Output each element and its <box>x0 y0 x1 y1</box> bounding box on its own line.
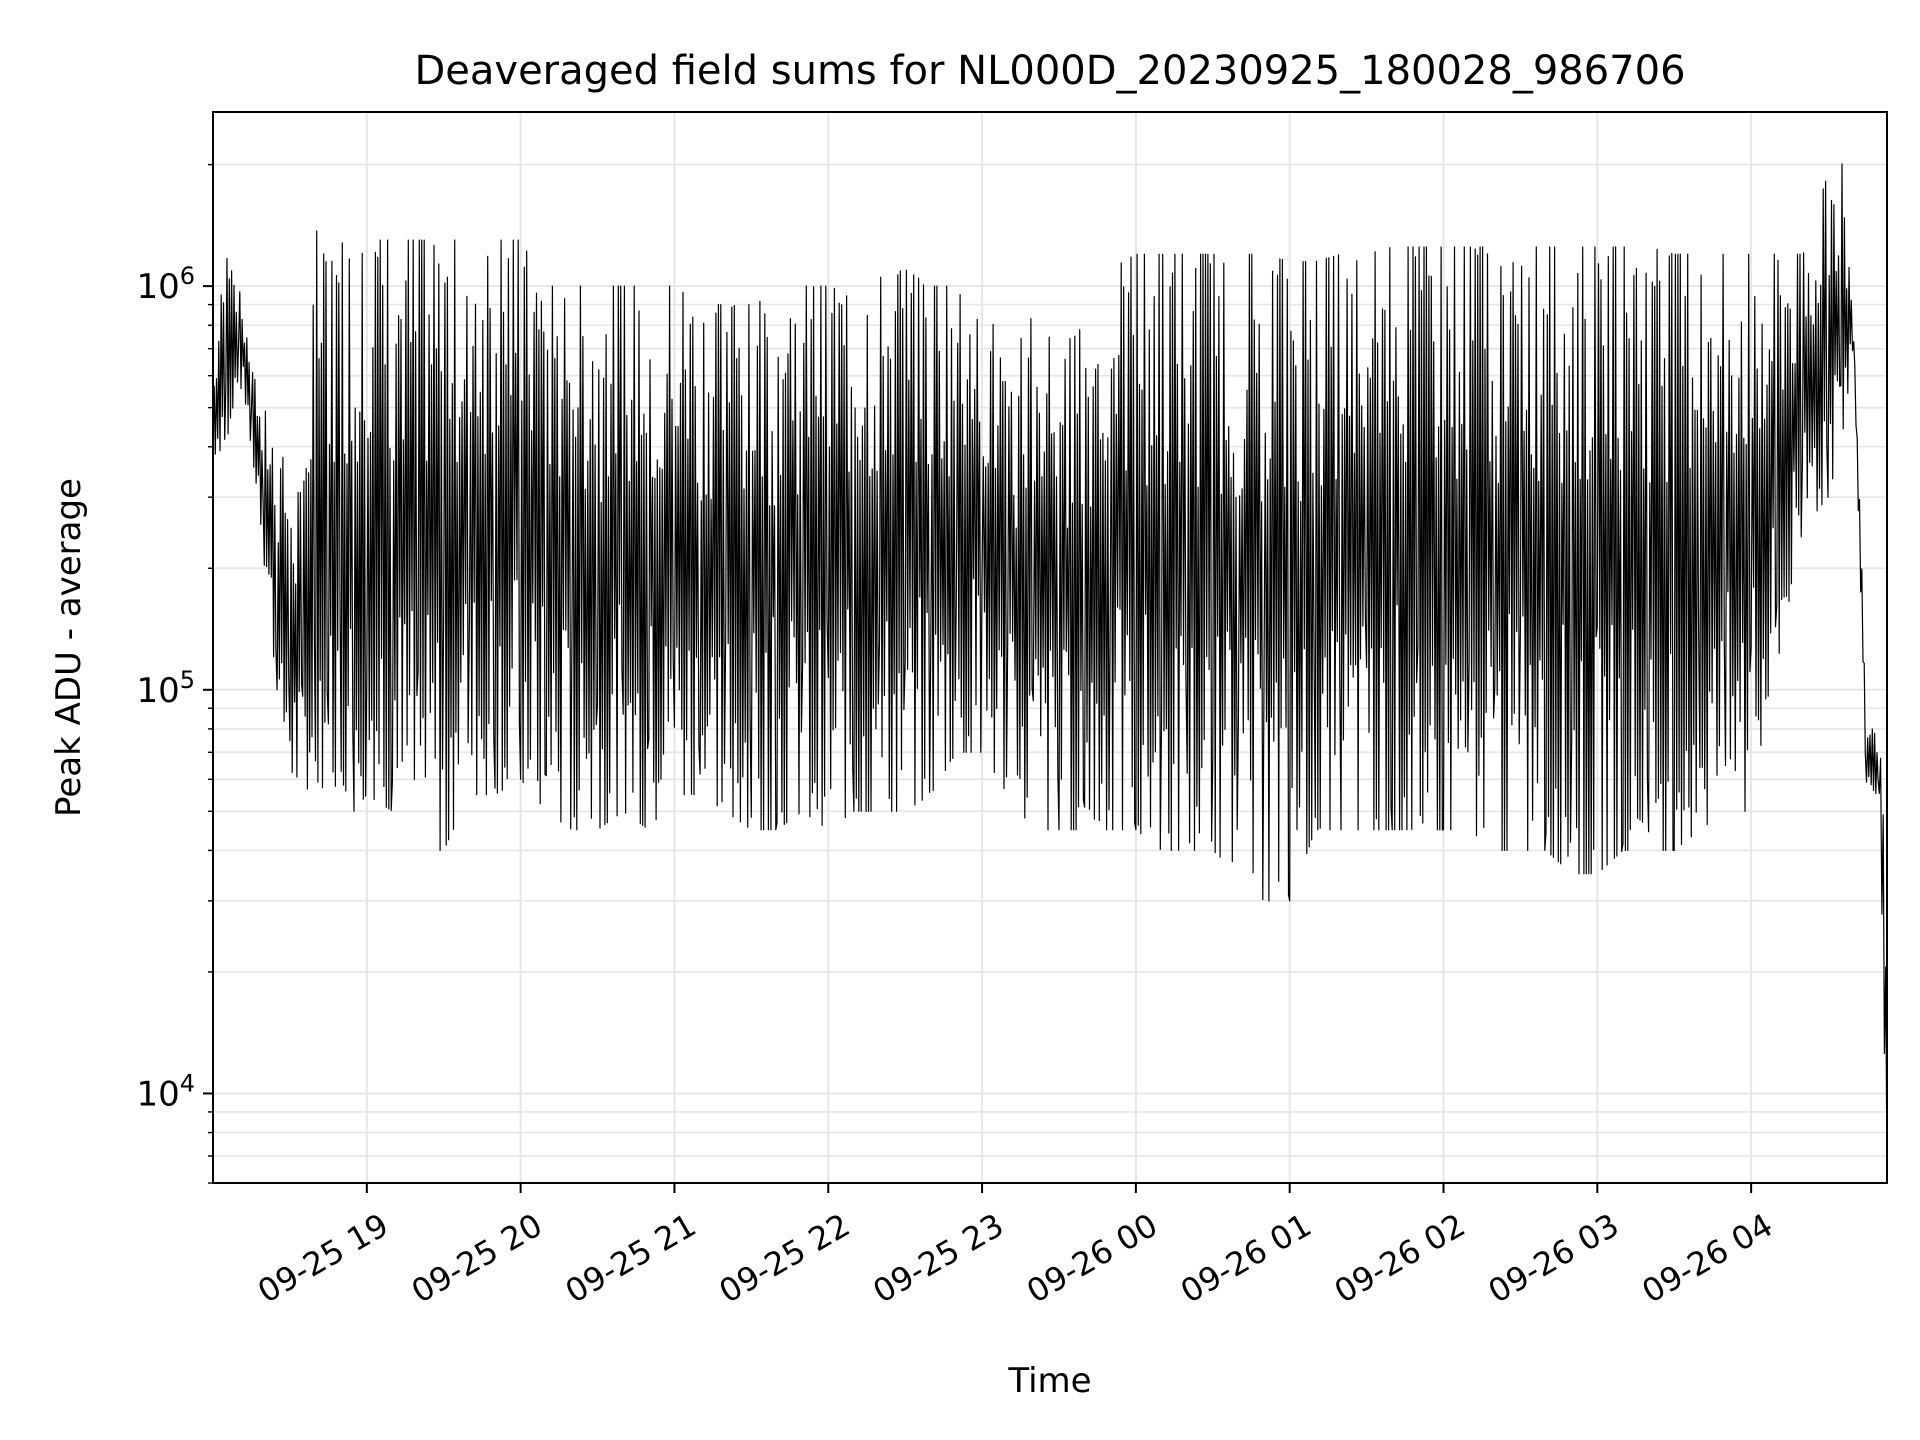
y-axis-label: Peak ADU - average <box>49 478 89 817</box>
axis-ticks <box>203 163 1753 1193</box>
y-tick-label: 105 <box>136 666 195 711</box>
chart-title: Deaveraged field sums for NL000D_2023092… <box>414 48 1685 94</box>
y-tick-label: 104 <box>136 1069 195 1114</box>
plot-frame <box>212 111 1888 1184</box>
y-tick-label-base: 10 <box>136 267 179 307</box>
y-tick-label: 106 <box>136 262 195 307</box>
x-axis-label: Time <box>1007 1361 1091 1401</box>
y-tick-label-exponent: 6 <box>180 262 195 290</box>
y-tick-label-base: 10 <box>136 671 179 711</box>
series-line <box>212 163 1888 1184</box>
y-tick-label-exponent: 5 <box>180 666 195 694</box>
series-trace <box>212 163 1888 1184</box>
y-tick-label-base: 10 <box>136 1074 179 1114</box>
y-tick-label-exponent: 4 <box>180 1069 195 1097</box>
